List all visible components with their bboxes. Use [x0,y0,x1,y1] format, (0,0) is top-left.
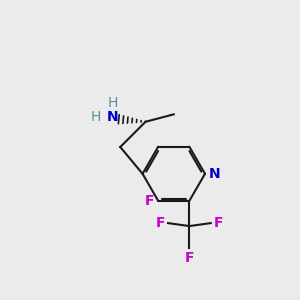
Text: H: H [108,97,118,110]
Text: H: H [91,110,101,124]
Text: F: F [145,194,154,208]
Text: F: F [184,251,194,265]
Text: F: F [214,216,223,230]
Text: N: N [208,167,220,181]
Text: F: F [155,216,165,230]
Text: N: N [107,110,119,124]
